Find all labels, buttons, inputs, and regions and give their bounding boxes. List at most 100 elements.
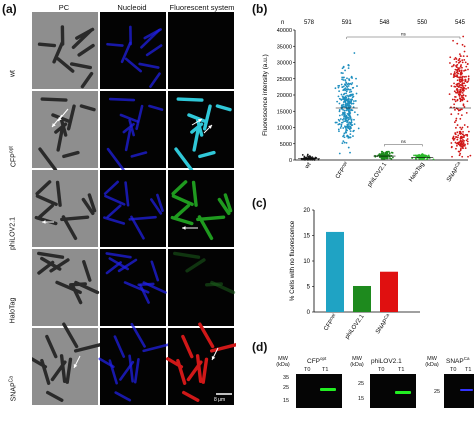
data-point [392, 157, 394, 159]
data-point [353, 119, 355, 121]
data-point [347, 101, 349, 103]
data-point [347, 120, 349, 122]
data-point [383, 154, 385, 156]
data-point [453, 103, 455, 105]
data-point [464, 80, 466, 82]
column-header-nucleoid: Nucleoid [101, 3, 163, 12]
data-point [463, 142, 465, 144]
y-tick-label: 10000 [277, 126, 292, 132]
data-point [460, 87, 462, 89]
y-tick-label: 35000 [277, 44, 292, 50]
data-point [352, 135, 354, 137]
data-point [346, 142, 348, 144]
data-point [339, 98, 341, 100]
data-point [340, 125, 342, 127]
data-point [467, 63, 469, 65]
data-point [458, 70, 460, 72]
data-point [459, 131, 461, 133]
data-point [356, 85, 358, 87]
data-point [463, 59, 465, 61]
data-point [467, 126, 469, 128]
data-point [318, 159, 320, 161]
scatter-series-3 [411, 153, 434, 160]
data-point [346, 116, 348, 118]
micrograph-tile [168, 12, 234, 89]
data-point [341, 84, 343, 86]
data-point [350, 122, 352, 124]
blot3-membrane [444, 374, 474, 408]
data-point [341, 78, 343, 80]
data-point [460, 72, 462, 74]
data-point [457, 90, 459, 92]
data-point [342, 127, 344, 129]
data-point [459, 78, 461, 80]
data-point [349, 108, 351, 110]
data-point [455, 120, 457, 122]
column-header-pc: PC [33, 3, 95, 12]
data-point [456, 136, 458, 138]
blot2-lane-t1: T1 [398, 367, 404, 373]
data-point [459, 89, 461, 91]
data-point [344, 142, 346, 144]
data-point [453, 82, 455, 84]
data-point [309, 155, 311, 157]
data-point [352, 103, 354, 105]
data-point [349, 114, 351, 116]
data-point [462, 99, 464, 101]
data-point [464, 124, 466, 126]
data-point [457, 79, 459, 81]
data-point [469, 155, 471, 157]
data-point [454, 90, 456, 92]
data-point [459, 61, 461, 63]
data-point [460, 73, 462, 75]
data-point [461, 90, 463, 92]
data-point [450, 113, 452, 115]
blot3-band [460, 389, 473, 391]
data-point [457, 134, 459, 136]
data-point [346, 130, 348, 132]
data-point [351, 94, 353, 96]
data-point [353, 52, 355, 54]
data-point [451, 146, 453, 148]
data-point [463, 104, 465, 106]
data-point [463, 98, 465, 100]
data-point [354, 123, 356, 125]
micrograph-tile [100, 328, 166, 405]
data-point [351, 103, 353, 105]
data-point [341, 94, 343, 96]
data-point [459, 95, 461, 97]
data-point [449, 56, 451, 58]
blot3-lane-t0: T0 [450, 367, 456, 373]
data-point [462, 76, 464, 78]
data-point [459, 80, 461, 82]
significance-bracket-low [385, 144, 423, 146]
data-point [348, 117, 350, 119]
data-point [455, 148, 457, 150]
data-point [465, 147, 467, 149]
data-point [462, 127, 464, 129]
data-point [351, 77, 353, 79]
data-point [460, 92, 462, 94]
data-point [455, 96, 457, 98]
data-point [462, 136, 464, 138]
data-point [459, 127, 461, 129]
data-point [349, 133, 351, 135]
data-point [460, 144, 462, 146]
y-axis-label: Fluorescence intensity (a.u.) [262, 54, 269, 136]
data-point [455, 127, 457, 129]
data-point [455, 86, 457, 88]
data-point [413, 154, 415, 156]
data-point [348, 89, 350, 91]
blot2-membrane [370, 374, 416, 408]
data-point [349, 152, 351, 154]
data-point [428, 155, 430, 157]
data-point [468, 131, 470, 133]
data-point [348, 67, 350, 69]
y-tick-label: 5 [307, 285, 311, 291]
data-point [460, 65, 462, 67]
blot2-mw-label: MW(kDa) [346, 356, 368, 368]
bacterial-cell [42, 99, 66, 100]
data-point [345, 92, 347, 94]
n-value: 591 [342, 20, 353, 26]
